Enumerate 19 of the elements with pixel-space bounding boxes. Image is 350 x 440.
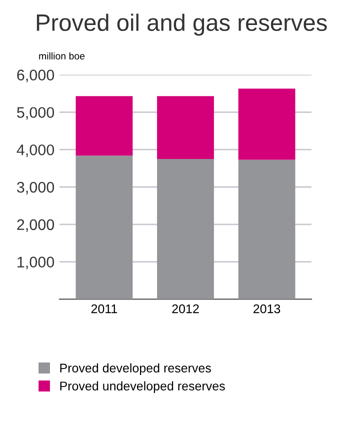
y-tick-label: 4,000 [16, 144, 54, 158]
chart-title: Proved oil and gas reserves [36, 14, 327, 36]
y-tick-label: 1,000 [18, 256, 54, 270]
legend-label: Proved undeveloped reserves [60, 381, 225, 393]
x-tick-label: 2011 [91, 304, 118, 314]
bar [157, 96, 214, 159]
legend-label: Proved developed reserves [60, 363, 211, 375]
x-tick-label: 2012 [172, 304, 199, 314]
y-tick-label: 5,000 [17, 107, 54, 120]
y-tick-label: 2,000 [17, 219, 54, 232]
bar [238, 88, 296, 160]
x-tick-label: 2013 [254, 304, 280, 314]
bar [76, 96, 133, 156]
bar [238, 160, 296, 300]
bar [157, 158, 214, 300]
y-tick-label: 6,000 [17, 70, 54, 82]
y-axis-title: million boe [39, 52, 85, 60]
y-tick-label: 3,000 [16, 182, 54, 194]
bar [76, 156, 133, 300]
